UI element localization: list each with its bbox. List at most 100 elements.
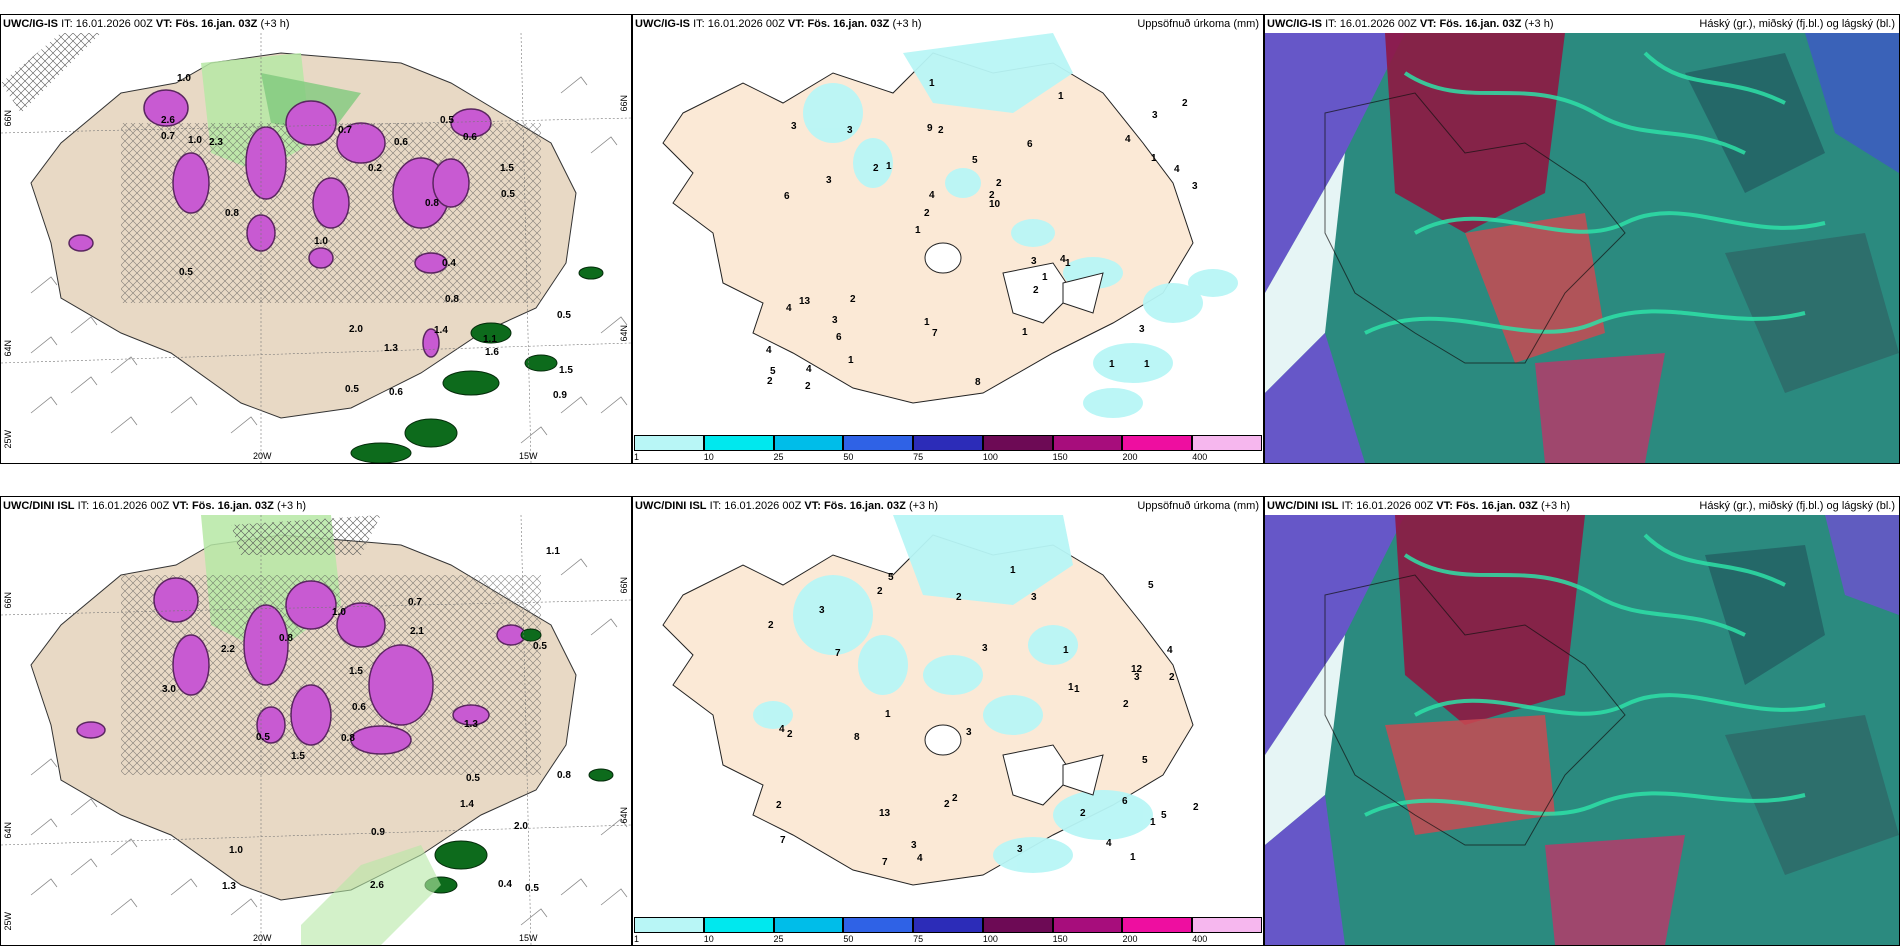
lead-time: (+3 h)	[892, 18, 922, 30]
panel-title: Háský (gr.), miðský (fj.bl.) og lágský (…	[1699, 18, 1895, 30]
colorbar-swatch	[1192, 917, 1262, 933]
it-value: 16.01.2026 00Z	[92, 500, 170, 512]
precip-value: 5	[1142, 755, 1148, 766]
panel-header: UWC/DINI ISL IT: 16.01.2026 00Z VT: Fös.…	[1265, 497, 1899, 515]
panel-wind-row2: UWC/DINI ISL IT: 16.01.2026 00Z VT: Fös.…	[0, 496, 632, 946]
snow-value: 0.5	[525, 883, 539, 894]
snow-value: 1.4	[434, 325, 448, 336]
precip-value: 3	[847, 125, 853, 136]
precip-value: 3	[1017, 844, 1023, 855]
precip-value: 1	[1130, 852, 1136, 863]
vt-value: Fös. 16.jan. 03Z	[175, 18, 258, 30]
it-value: 16.01.2026 00Z	[707, 18, 785, 30]
model-name: UWC/IG-IS	[3, 18, 58, 30]
precip-value: 3	[791, 121, 797, 132]
colorbar-swatch	[982, 435, 1053, 451]
model-name: UWC/IG-IS	[1267, 18, 1322, 30]
precip-value: 2	[787, 729, 793, 740]
precip-value: 2	[938, 125, 944, 136]
lon-label: 15W	[519, 451, 538, 461]
vt-value: Fös. 16.jan. 03Z	[807, 18, 890, 30]
precip-value: 2	[1033, 285, 1039, 296]
panel-header: UWC/DINI ISL IT: 16.01.2026 00Z VT: Fös.…	[1, 497, 631, 515]
precip-value: 1	[886, 161, 892, 172]
colorbar-tick: 200	[1122, 452, 1138, 462]
precip-value: 4	[1174, 164, 1180, 175]
it-label: IT:	[693, 18, 705, 30]
precip-value: 13	[799, 296, 811, 307]
precip-value: 8	[975, 377, 981, 388]
panel-header: UWC/DINI ISL IT: 16.01.2026 00Z VT: Fös.…	[633, 497, 1263, 515]
wind-map[interactable]: 1.5 0.5 0.5 2.6 1.3 0.8 1.5 0.6 0.4 0.5 1.0 2.2 0.7 1…	[1, 515, 631, 945]
snow-value: 0.5	[557, 310, 571, 321]
precip-value: 1	[1065, 258, 1071, 269]
lat-label: 66N	[619, 95, 629, 112]
colorbar: 1 10 25 50 75 100 150 200 400	[633, 433, 1263, 463]
precip-value: 4	[766, 345, 772, 356]
panel-clouds-row2: UWC/DINI ISL IT: 16.01.2026 00Z VT: Fös.…	[1264, 496, 1900, 946]
wind-map-svg	[1, 33, 631, 463]
precip-value: 2	[1193, 802, 1199, 813]
lead-time: (+3 h)	[1524, 18, 1554, 30]
snow-value: 0.8	[341, 733, 355, 744]
vt-value: Fös. 16.jan. 03Z	[191, 500, 274, 512]
precip-value: 1	[915, 225, 921, 236]
vt-label: VT:	[787, 18, 805, 30]
colorbar-swatch	[1052, 917, 1123, 933]
precip-value: 3	[982, 643, 988, 654]
precip-value: 7	[835, 648, 841, 659]
colorbar-swatch	[773, 917, 844, 933]
snow-value: 2.0	[349, 324, 363, 335]
precip-value: 4	[1125, 134, 1131, 145]
precip-value: 4	[786, 303, 792, 314]
precip-value: 9	[927, 123, 933, 134]
snow-value: 0.9	[371, 827, 385, 838]
precip-map[interactable]: 6 4 5 3 7 5 12 13 5 7 2 2 2 4 2 3 1 2 2 3 4 2 3 1 3 2 1 3 1 2 8 2 7 3 5 4 1 2…	[633, 515, 1263, 915]
snow-value: 2.1	[410, 626, 424, 637]
snow-value: 1.5	[349, 666, 363, 677]
colorbar-tick: 75	[913, 452, 924, 462]
cloud-map[interactable]	[1265, 515, 1899, 945]
precip-value: 2	[996, 178, 1002, 189]
colorbar-tick: 25	[773, 934, 784, 944]
colorbar: 1 10 25 50 75 100 150 200 400	[633, 915, 1263, 945]
precip-value: 1	[1068, 682, 1074, 693]
lead-time: (+3 h)	[276, 500, 306, 512]
precip-value: 2	[989, 190, 995, 201]
snow-value: 0.7	[338, 125, 352, 136]
precip-value: 3	[911, 840, 917, 851]
colorbar-tick: 10	[703, 452, 714, 462]
snow-value: 0.8	[425, 198, 439, 209]
wind-map-svg	[1, 515, 631, 945]
snow-value: 0.4	[442, 258, 456, 269]
precip-value: 2	[768, 620, 774, 631]
precip-value: 2	[776, 800, 782, 811]
snow-value: 0.7	[161, 131, 175, 142]
cloud-map[interactable]	[1265, 33, 1899, 463]
colorbar-tick: 75	[913, 934, 924, 944]
snow-value: 2.0	[514, 821, 528, 832]
snow-value: 0.4	[498, 879, 512, 890]
it-value: 16.01.2026 00Z	[1339, 18, 1417, 30]
precip-value: 5	[770, 366, 776, 377]
colorbar-swatch	[703, 917, 774, 933]
snow-value: 0.7	[408, 597, 422, 608]
lon-label: 20W	[253, 451, 272, 461]
precip-value: 3	[832, 315, 838, 326]
colorbar-tick: 400	[1192, 934, 1208, 944]
colorbar-tick: 1	[634, 452, 640, 462]
lat-label: 64N	[619, 325, 629, 342]
colorbar-swatch	[1192, 435, 1262, 451]
precip-map[interactable]: 1 6 3 1 6 4 9 5 13 1 4 6 2 2 1 3 1 3 3 1 2 1 4 3 1 2 1 3 4 8 2 3 2 1 4 2 5 7 1…	[633, 33, 1263, 433]
colorbar-swatch	[773, 435, 844, 451]
precip-areas	[753, 515, 1153, 873]
colorbar-tick: 10	[703, 934, 714, 944]
snow-value: 0.8	[557, 770, 571, 781]
precip-value: 1	[1063, 645, 1069, 656]
wind-map[interactable]: 0.2 1.6 2.6 1.5 0.5 0.7 0.6 0.5 0.8 0.5 1.1 0.6 0.4 1…	[1, 33, 631, 463]
it-value: 16.01.2026 00Z	[1356, 500, 1434, 512]
colorbar-tick: 50	[843, 934, 854, 944]
snow-value: 0.5	[440, 115, 454, 126]
precip-value: 2	[1123, 699, 1129, 710]
lat-label: 64N	[619, 807, 629, 824]
